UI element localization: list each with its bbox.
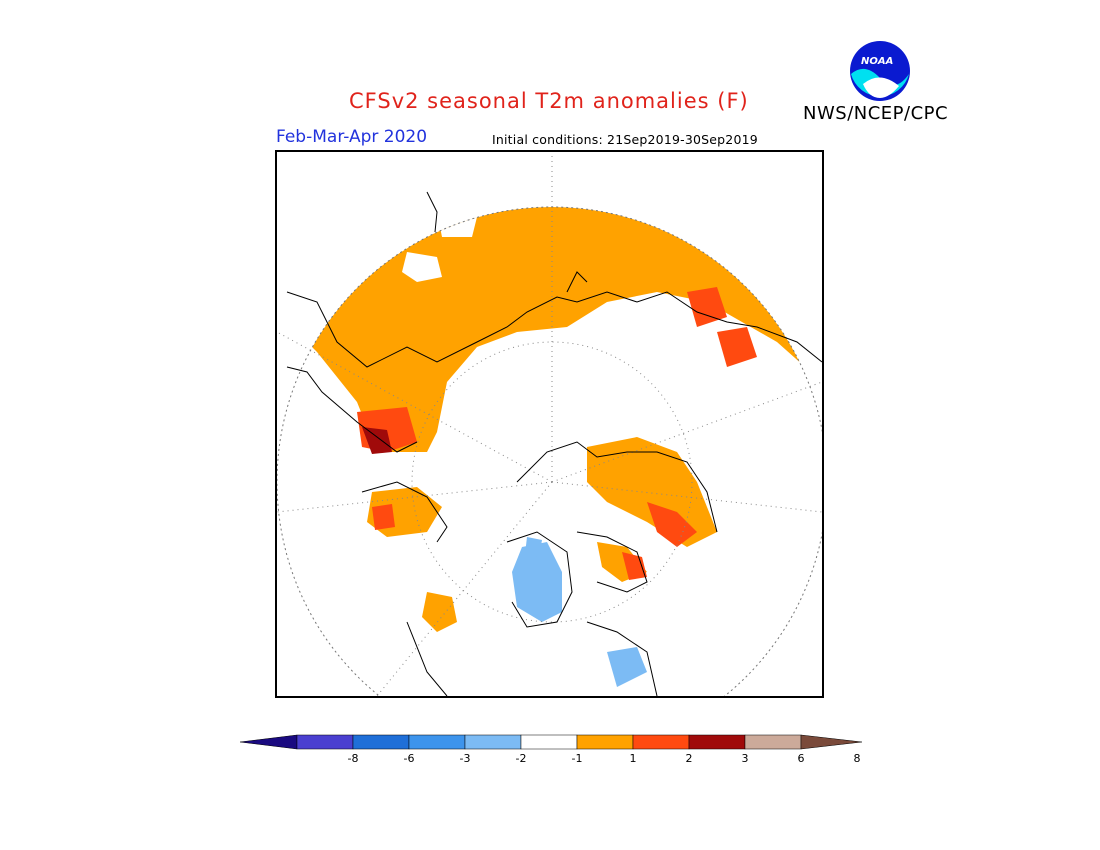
anomaly-region-greenland xyxy=(512,542,562,622)
legend-tick-label: 3 xyxy=(741,752,749,765)
anomaly-region-eurasia xyxy=(277,207,822,452)
legend-tick-label: -2 xyxy=(515,752,527,765)
legend-swatch xyxy=(688,734,746,750)
legend-tick-label: -3 xyxy=(459,752,471,765)
map-title: CFSv2 seasonal T2m anomalies (F) xyxy=(349,89,749,113)
legend-tick-label: 1 xyxy=(629,752,637,765)
legend-swatch xyxy=(520,734,578,750)
legend-swatch xyxy=(296,734,354,750)
noaa-logo xyxy=(850,41,910,101)
legend-tick-label: -8 xyxy=(347,752,359,765)
legend-swatch xyxy=(464,734,522,750)
legend-tick-label: 6 xyxy=(797,752,805,765)
anomaly-region-canada xyxy=(587,437,717,547)
forecast-period: Feb-Mar-Apr 2020 xyxy=(276,127,428,147)
polar-map xyxy=(275,150,824,698)
coastlines xyxy=(286,191,822,696)
noaa-logo-text: NOAA xyxy=(861,56,894,67)
agency-label: NWS/NCEP/CPC xyxy=(803,103,949,124)
legend-swatch xyxy=(744,734,802,750)
legend-tick-label: -1 xyxy=(571,752,583,765)
legend-tick-label: -6 xyxy=(403,752,415,765)
legend-swatch xyxy=(352,734,410,750)
legend-swatch xyxy=(576,734,634,750)
initial-conditions: Initial conditions: 21Sep2019-30Sep2019 xyxy=(492,132,758,147)
legend-arrow-high xyxy=(800,734,862,750)
legend-swatch xyxy=(408,734,466,750)
map-canvas xyxy=(277,152,822,696)
color-legend xyxy=(240,734,862,750)
legend-tick-label: 2 xyxy=(685,752,693,765)
legend-tick-label: 8 xyxy=(853,752,861,765)
legend-arrow-low xyxy=(240,734,298,750)
graticule xyxy=(277,152,822,696)
legend-swatch xyxy=(632,734,690,750)
anomaly-region-siberia-core xyxy=(577,207,697,212)
